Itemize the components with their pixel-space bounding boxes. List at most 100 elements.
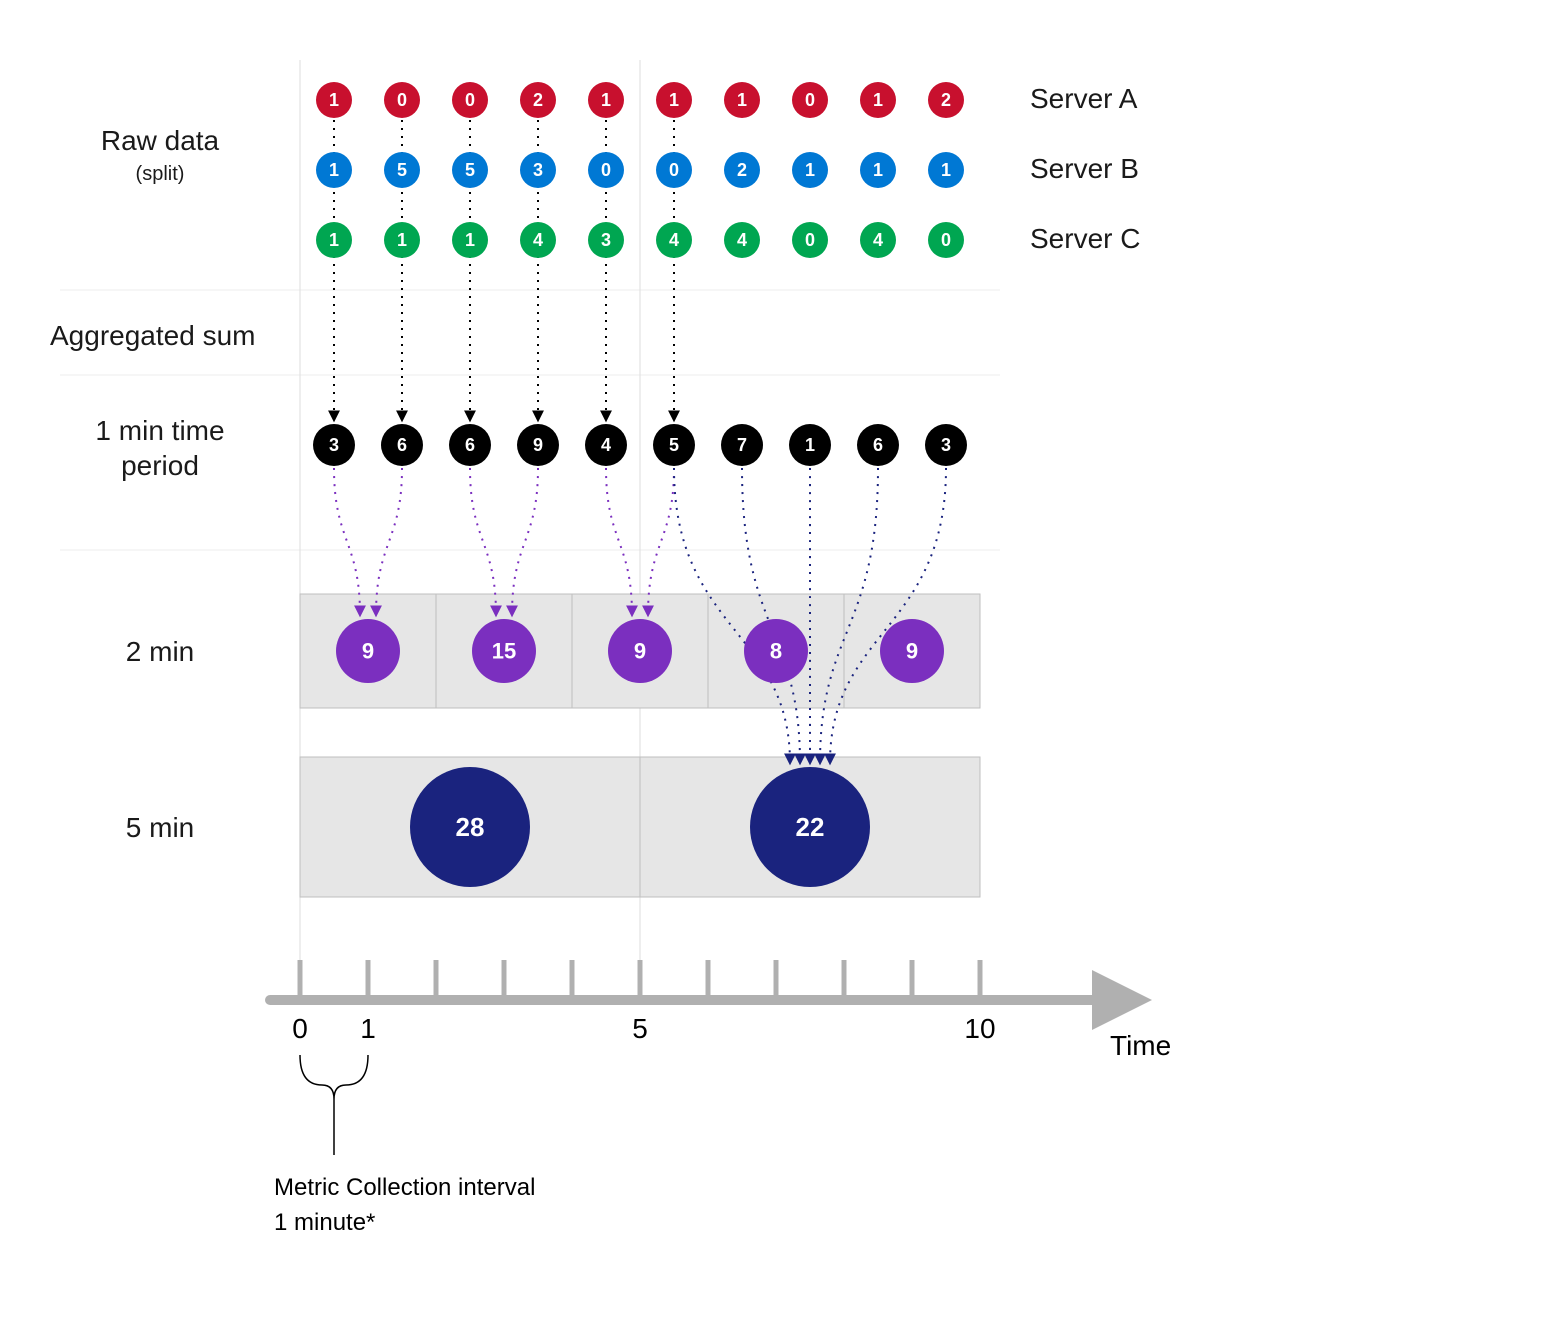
svg-text:3: 3 bbox=[941, 435, 951, 455]
agg-2min-dot: 9 bbox=[608, 619, 672, 683]
raw-dot-server-c: 4 bbox=[724, 222, 760, 258]
svg-text:9: 9 bbox=[906, 639, 918, 664]
raw-dot-server-a: 0 bbox=[792, 82, 828, 118]
raw-dot-server-a: 2 bbox=[520, 82, 556, 118]
raw-dot-server-a: 1 bbox=[656, 82, 692, 118]
agg-2min-dot: 15 bbox=[472, 619, 536, 683]
svg-text:6: 6 bbox=[397, 435, 407, 455]
agg-1min-dot: 6 bbox=[449, 424, 491, 466]
svg-text:3: 3 bbox=[601, 230, 611, 250]
agg-2min-dot: 9 bbox=[880, 619, 944, 683]
agg-1min-dot: 1 bbox=[789, 424, 831, 466]
svg-text:6: 6 bbox=[873, 435, 883, 455]
axis-tick-label: 1 bbox=[360, 1013, 376, 1044]
raw-dot-server-c: 4 bbox=[860, 222, 896, 258]
svg-text:3: 3 bbox=[329, 435, 339, 455]
label-2min: 2 min bbox=[126, 636, 194, 667]
svg-text:2: 2 bbox=[941, 90, 951, 110]
raw-dot-server-c: 1 bbox=[384, 222, 420, 258]
raw-dot-server-b: 0 bbox=[588, 152, 624, 188]
flow-1min-to-2min bbox=[334, 468, 360, 615]
svg-text:0: 0 bbox=[397, 90, 407, 110]
raw-dot-server-b: 1 bbox=[860, 152, 896, 188]
svg-text:1: 1 bbox=[601, 90, 611, 110]
agg-1min-dot: 3 bbox=[925, 424, 967, 466]
svg-text:4: 4 bbox=[873, 230, 883, 250]
raw-dot-server-b: 1 bbox=[316, 152, 352, 188]
svg-text:4: 4 bbox=[601, 435, 611, 455]
svg-text:0: 0 bbox=[941, 230, 951, 250]
label-server-c: Server C bbox=[1030, 223, 1140, 254]
label-agg-title: Aggregated sum bbox=[50, 320, 255, 351]
svg-text:1: 1 bbox=[805, 435, 815, 455]
svg-text:6: 6 bbox=[465, 435, 475, 455]
raw-dot-server-a: 1 bbox=[860, 82, 896, 118]
flow-1min-to-2min bbox=[648, 468, 674, 615]
interval-note-line1: Metric Collection interval bbox=[274, 1174, 535, 1201]
raw-dot-server-c: 0 bbox=[928, 222, 964, 258]
svg-text:5: 5 bbox=[397, 160, 407, 180]
svg-text:1: 1 bbox=[805, 160, 815, 180]
flow-1min-to-2min bbox=[470, 468, 496, 615]
raw-dot-server-b: 0 bbox=[656, 152, 692, 188]
raw-dot-server-a: 1 bbox=[588, 82, 624, 118]
agg-1min-dot: 3 bbox=[313, 424, 355, 466]
svg-text:1: 1 bbox=[465, 230, 475, 250]
raw-dot-server-b: 1 bbox=[792, 152, 828, 188]
svg-text:1: 1 bbox=[941, 160, 951, 180]
agg-1min-dot: 7 bbox=[721, 424, 763, 466]
svg-text:1: 1 bbox=[737, 90, 747, 110]
raw-dot-server-c: 0 bbox=[792, 222, 828, 258]
agg-1min-dot: 4 bbox=[585, 424, 627, 466]
svg-text:1: 1 bbox=[669, 90, 679, 110]
flow-1min-to-2min bbox=[512, 468, 538, 615]
svg-text:9: 9 bbox=[634, 639, 646, 664]
agg-1min-dot: 6 bbox=[857, 424, 899, 466]
svg-text:1: 1 bbox=[873, 160, 883, 180]
label-1min-b: period bbox=[121, 450, 199, 481]
svg-text:5: 5 bbox=[465, 160, 475, 180]
axis-tick-label: 0 bbox=[292, 1013, 308, 1044]
raw-dot-server-b: 5 bbox=[384, 152, 420, 188]
raw-dot-server-c: 4 bbox=[656, 222, 692, 258]
interval-bracket bbox=[300, 1055, 368, 1099]
raw-dot-server-a: 0 bbox=[384, 82, 420, 118]
agg-2min-dot: 8 bbox=[744, 619, 808, 683]
agg-5min-dot: 28 bbox=[410, 767, 530, 887]
svg-text:0: 0 bbox=[669, 160, 679, 180]
svg-text:9: 9 bbox=[362, 639, 374, 664]
agg-5min-dot: 22 bbox=[750, 767, 870, 887]
raw-dot-server-b: 5 bbox=[452, 152, 488, 188]
agg-2min-dot: 9 bbox=[336, 619, 400, 683]
raw-dot-server-b: 3 bbox=[520, 152, 556, 188]
svg-text:7: 7 bbox=[737, 435, 747, 455]
svg-text:3: 3 bbox=[533, 160, 543, 180]
svg-text:1: 1 bbox=[329, 90, 339, 110]
svg-text:0: 0 bbox=[465, 90, 475, 110]
svg-text:0: 0 bbox=[805, 90, 815, 110]
svg-text:2: 2 bbox=[737, 160, 747, 180]
agg-1min-dot: 9 bbox=[517, 424, 559, 466]
svg-text:5: 5 bbox=[669, 435, 679, 455]
svg-text:2: 2 bbox=[533, 90, 543, 110]
aggregation-diagram: 1002111012155300211111143440403669457163… bbox=[0, 0, 1557, 1319]
raw-dot-server-a: 0 bbox=[452, 82, 488, 118]
raw-dot-server-a: 1 bbox=[724, 82, 760, 118]
svg-text:4: 4 bbox=[737, 230, 747, 250]
svg-text:15: 15 bbox=[492, 639, 516, 664]
label-server-a: Server A bbox=[1030, 83, 1138, 114]
label-1min-a: 1 min time bbox=[95, 415, 224, 446]
raw-dot-server-c: 1 bbox=[316, 222, 352, 258]
svg-text:1: 1 bbox=[329, 160, 339, 180]
agg-1min-dot: 5 bbox=[653, 424, 695, 466]
svg-text:28: 28 bbox=[456, 812, 485, 842]
svg-text:0: 0 bbox=[805, 230, 815, 250]
axis-tick-label: 10 bbox=[964, 1013, 995, 1044]
axis-label: Time bbox=[1110, 1030, 1171, 1061]
label-raw-title: Raw data bbox=[101, 125, 220, 156]
agg-1min-dot: 6 bbox=[381, 424, 423, 466]
svg-text:1: 1 bbox=[873, 90, 883, 110]
raw-dot-server-a: 2 bbox=[928, 82, 964, 118]
svg-text:22: 22 bbox=[796, 812, 825, 842]
label-server-b: Server B bbox=[1030, 153, 1139, 184]
